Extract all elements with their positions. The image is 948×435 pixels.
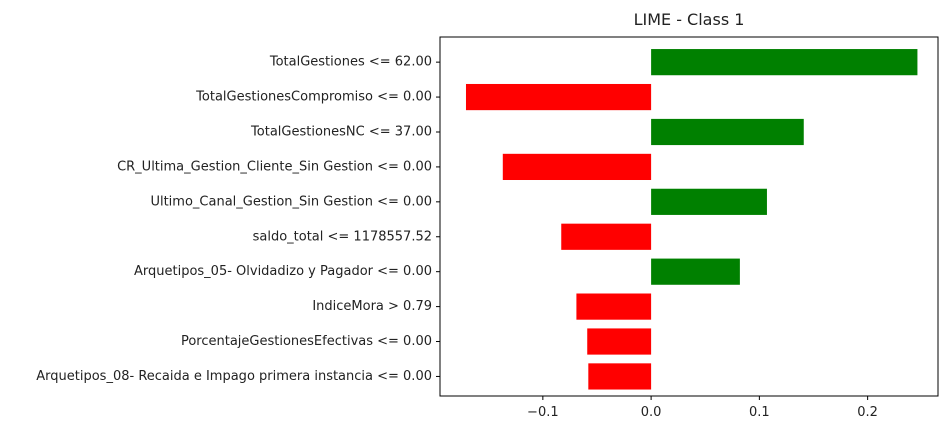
category-label-6: Arquetipos_05- Olvidadizo y Pagador <= 0… (134, 264, 432, 279)
x-tick-label-2: 0.1 (749, 405, 770, 420)
x-tick-label-0: −0.1 (527, 405, 559, 420)
category-labels-group: TotalGestiones <= 62.00 TotalGestionesCom… (36, 55, 440, 384)
bar-8 (587, 328, 652, 355)
bar-3 (502, 153, 652, 181)
x-tick-label-3: 0.2 (857, 405, 878, 420)
category-label-9: Arquetipos_08- Recaida e Impago primera … (36, 369, 432, 384)
category-label-1: TotalGestionesCompromiso <= 0.00 (195, 90, 432, 105)
bar-1 (465, 83, 652, 111)
category-label-3: CR_Ultima_Gestion_Cliente_Sin Gestion <=… (117, 159, 432, 174)
bar-0 (651, 49, 918, 76)
x-tick-label-1: 0.0 (641, 405, 662, 420)
bar-9 (588, 363, 652, 390)
chart-title: LIME - Class 1 (634, 10, 745, 29)
category-label-4: Ultimo_Canal_Gestion_Sin Gestion <= 0.00 (150, 194, 432, 209)
bars-group (465, 49, 918, 390)
category-label-0: TotalGestiones <= 62.00 (269, 55, 432, 70)
category-label-5: saldo_total <= 1178557.52 (253, 229, 432, 244)
x-ticks-group: −0.1 0.0 0.1 0.2 (527, 396, 878, 420)
bar-6 (651, 258, 740, 285)
bar-2 (651, 118, 804, 146)
plot-frame (439, 36, 939, 397)
category-label-2: TotalGestionesNC <= 37.00 (250, 124, 432, 139)
category-label-8: PorcentajeGestionesEfectivas <= 0.00 (181, 334, 432, 349)
bar-5 (561, 223, 652, 250)
bar-7 (576, 293, 652, 320)
category-label-7: IndiceMora > 0.79 (312, 299, 432, 314)
bar-4 (651, 188, 767, 215)
